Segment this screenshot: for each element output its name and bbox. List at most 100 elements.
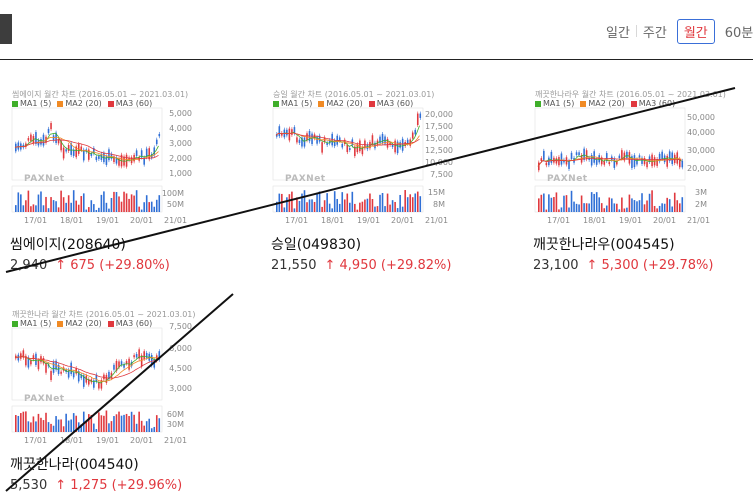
candle-body bbox=[37, 360, 40, 370]
chart-legend: MA1 (5) MA2 (20) MA3 (60) bbox=[12, 99, 152, 108]
candle-body bbox=[391, 144, 394, 148]
volume-bar bbox=[75, 415, 78, 432]
volume-bar bbox=[595, 192, 598, 212]
volume-bar bbox=[35, 421, 37, 432]
stock-name[interactable]: 깨끗한나라(004540) bbox=[10, 457, 139, 473]
volume-bar bbox=[55, 201, 57, 212]
candle-body bbox=[72, 372, 75, 378]
x-tick: 17/01 bbox=[24, 216, 48, 225]
tab-monthly[interactable]: 월간 bbox=[676, 18, 715, 44]
volume-bar bbox=[374, 206, 376, 212]
stock-chart[interactable]: 깨끗한나라우 월간 차트 (2016.05.01 ~ 2021.03.01) M… bbox=[533, 88, 726, 228]
legend-ma2: MA2 (20) bbox=[318, 99, 363, 108]
volume-bar bbox=[25, 411, 27, 432]
volume-bar bbox=[548, 194, 550, 212]
volume-bar bbox=[603, 208, 606, 212]
volume-bar bbox=[356, 209, 359, 212]
paxnet-logo: PAXNet bbox=[285, 174, 326, 184]
y-tick: 7,500 bbox=[169, 322, 192, 331]
y-tick: 7,500 bbox=[430, 170, 453, 179]
volume-bar bbox=[95, 429, 98, 432]
volume-bar bbox=[303, 190, 306, 212]
volume-bar bbox=[641, 193, 643, 212]
y-tick: 40,000 bbox=[687, 128, 715, 137]
volume-bar bbox=[130, 194, 133, 212]
stock-chart[interactable]: 씸에이지 월간 차트 (2016.05.01 ~ 2021.03.01) MA1… bbox=[10, 88, 192, 228]
y-tick: 20,000 bbox=[687, 164, 715, 173]
volume-bar bbox=[616, 203, 618, 212]
volume-bar bbox=[130, 411, 133, 432]
volume-bar bbox=[15, 415, 17, 432]
stock-chart[interactable]: 승일 월간 차트 (2016.05.01 ~ 2021.03.01) MA1 (… bbox=[271, 88, 453, 228]
candle-body bbox=[20, 353, 22, 359]
candle-body bbox=[133, 355, 135, 358]
volume-bar bbox=[120, 201, 123, 212]
volume-bar bbox=[323, 200, 326, 212]
volume-bar bbox=[120, 415, 123, 432]
volume-bar bbox=[57, 207, 60, 212]
section-tab-marker[interactable] bbox=[0, 14, 12, 44]
tab-weekly[interactable]: 주간 bbox=[642, 25, 667, 41]
volume-bar bbox=[585, 203, 588, 212]
volume-bar bbox=[108, 423, 110, 432]
stock-name[interactable]: 승일(049830) bbox=[271, 237, 362, 253]
volume-bar bbox=[123, 414, 125, 432]
volume-bar bbox=[50, 423, 52, 432]
stock-chart[interactable]: 깨끗한나라 월간 차트 (2016.05.01 ~ 2021.03.01) MA… bbox=[10, 308, 196, 448]
y-tick: 2,000 bbox=[169, 154, 192, 163]
volume-bar bbox=[326, 193, 328, 212]
tab-60min[interactable]: 60분 bbox=[724, 25, 753, 41]
volume-bar bbox=[90, 200, 93, 212]
chart-legend: MA1 (5) MA2 (20) MA3 (60) bbox=[535, 99, 675, 108]
volume-bar bbox=[138, 206, 140, 212]
volume-tick: 15M bbox=[427, 188, 445, 197]
volume-bar bbox=[621, 197, 623, 212]
volume-bar bbox=[65, 202, 67, 212]
candle-body bbox=[303, 137, 306, 147]
candle-body bbox=[394, 140, 396, 153]
x-tick: 20/01 bbox=[653, 216, 677, 225]
candle-body bbox=[50, 370, 52, 381]
volume-bar bbox=[42, 205, 45, 212]
stock-name[interactable]: 깨끗한나라우(004545) bbox=[533, 237, 675, 253]
tab-daily[interactable]: 일간 bbox=[606, 25, 630, 41]
y-tick: 3,000 bbox=[169, 139, 192, 148]
candle-body bbox=[550, 151, 553, 163]
y-tick: 12,500 bbox=[425, 146, 453, 155]
legend-ma2: MA2 (20) bbox=[57, 319, 102, 328]
volume-bar bbox=[281, 193, 283, 212]
stock-change: ↑ 675 (+29.80%) bbox=[55, 258, 170, 273]
candle-body bbox=[401, 138, 404, 151]
volume-bar bbox=[653, 205, 656, 212]
candle-body bbox=[62, 147, 65, 159]
candle-body bbox=[47, 128, 50, 134]
volume-bar bbox=[27, 190, 30, 212]
x-tick: 21/01 bbox=[164, 216, 188, 225]
x-tick: 19/01 bbox=[96, 436, 120, 445]
volume-bar bbox=[646, 200, 648, 212]
volume-bar bbox=[135, 190, 138, 212]
x-tick: 20/01 bbox=[130, 216, 154, 225]
candle-body bbox=[158, 133, 161, 137]
volume-bar bbox=[291, 191, 293, 212]
volume-bar bbox=[55, 416, 57, 432]
candle-body bbox=[570, 152, 573, 160]
volume-bar bbox=[666, 197, 668, 212]
volume-bar bbox=[62, 197, 65, 212]
volume-bar bbox=[32, 204, 35, 212]
y-tick: 20,000 bbox=[425, 110, 453, 119]
y-tick: 6,000 bbox=[169, 344, 192, 353]
candle-body bbox=[52, 135, 55, 141]
candle-body bbox=[113, 364, 115, 370]
y-tick: 30,000 bbox=[687, 146, 715, 155]
volume-bar bbox=[27, 421, 30, 432]
stock-name[interactable]: 씸에이지(208640) bbox=[10, 237, 126, 253]
candle-body bbox=[545, 162, 548, 166]
volume-bar bbox=[538, 198, 540, 212]
legend-ma2: MA2 (20) bbox=[580, 99, 625, 108]
volume-bar bbox=[343, 199, 346, 212]
volume-bar bbox=[35, 205, 37, 212]
volume-bar bbox=[88, 207, 90, 212]
volume-bar bbox=[128, 416, 130, 432]
candle-body bbox=[52, 361, 55, 373]
